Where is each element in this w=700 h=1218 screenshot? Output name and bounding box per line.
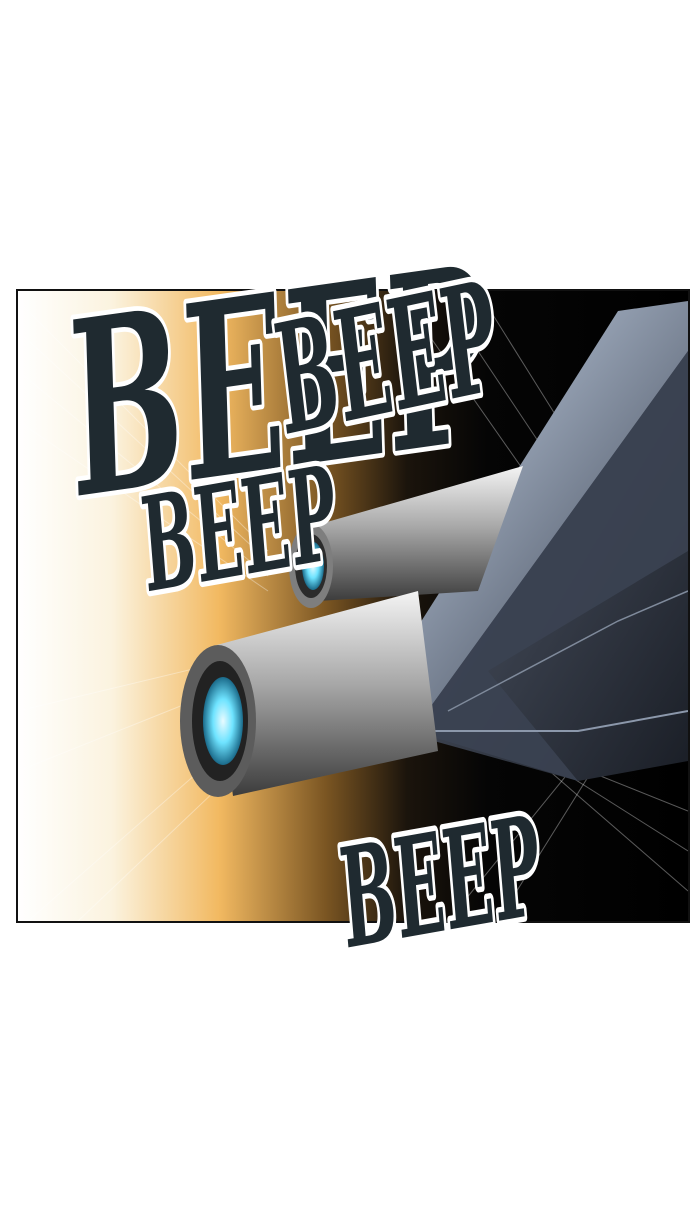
spaceship-illustration xyxy=(18,291,688,921)
speed-lines xyxy=(18,291,688,921)
thruster-light-icon xyxy=(203,677,243,765)
upper-engine xyxy=(289,466,523,608)
thruster-light-icon xyxy=(302,542,324,590)
comic-panel xyxy=(16,289,690,923)
ship-wing-edge xyxy=(358,301,688,731)
lower-engine xyxy=(180,591,438,797)
